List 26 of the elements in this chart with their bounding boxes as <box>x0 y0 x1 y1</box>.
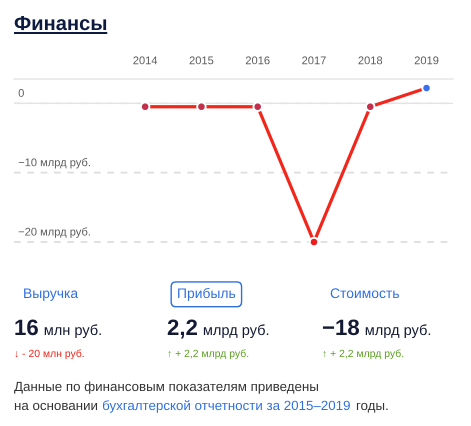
x-tick-label: 2018 <box>358 56 382 64</box>
y-tick-label: −20 млрд руб. <box>18 227 90 238</box>
text: млн руб. <box>44 324 101 338</box>
y-tick-label: 0 <box>18 89 24 97</box>
text: Данные по финансовым показателям приведены <box>14 381 318 394</box>
text: млрд руб. <box>366 324 430 338</box>
text: Прибыль <box>178 288 236 301</box>
text: годы. <box>356 402 388 413</box>
text: ↓ - 20 млн руб. <box>15 349 84 360</box>
chart-title: Финансы <box>14 16 106 30</box>
text: Стоимость <box>330 288 399 298</box>
text: ↑ + 2,2 млрд руб. <box>323 349 404 360</box>
x-tick-label: 2016 <box>246 56 270 64</box>
text: 16 <box>15 319 38 336</box>
x-tick-label: 2019 <box>414 56 438 64</box>
text: млрд руб. <box>204 324 268 338</box>
text: ↑ + 2,2 млрд руб. <box>168 349 248 360</box>
text: 2,2 <box>168 319 197 338</box>
x-tick-label: 2014 <box>133 56 158 64</box>
text: Выручка <box>24 288 78 301</box>
y-tick-label: −10 млрд руб. <box>18 158 90 168</box>
text: бухгалтерской отчетности за 2015–2019 <box>102 400 350 413</box>
text: на основании <box>14 402 98 410</box>
text: −18 <box>322 319 360 336</box>
x-tick-label: 2017 <box>302 56 326 64</box>
x-tick-label: 2015 <box>190 56 214 64</box>
